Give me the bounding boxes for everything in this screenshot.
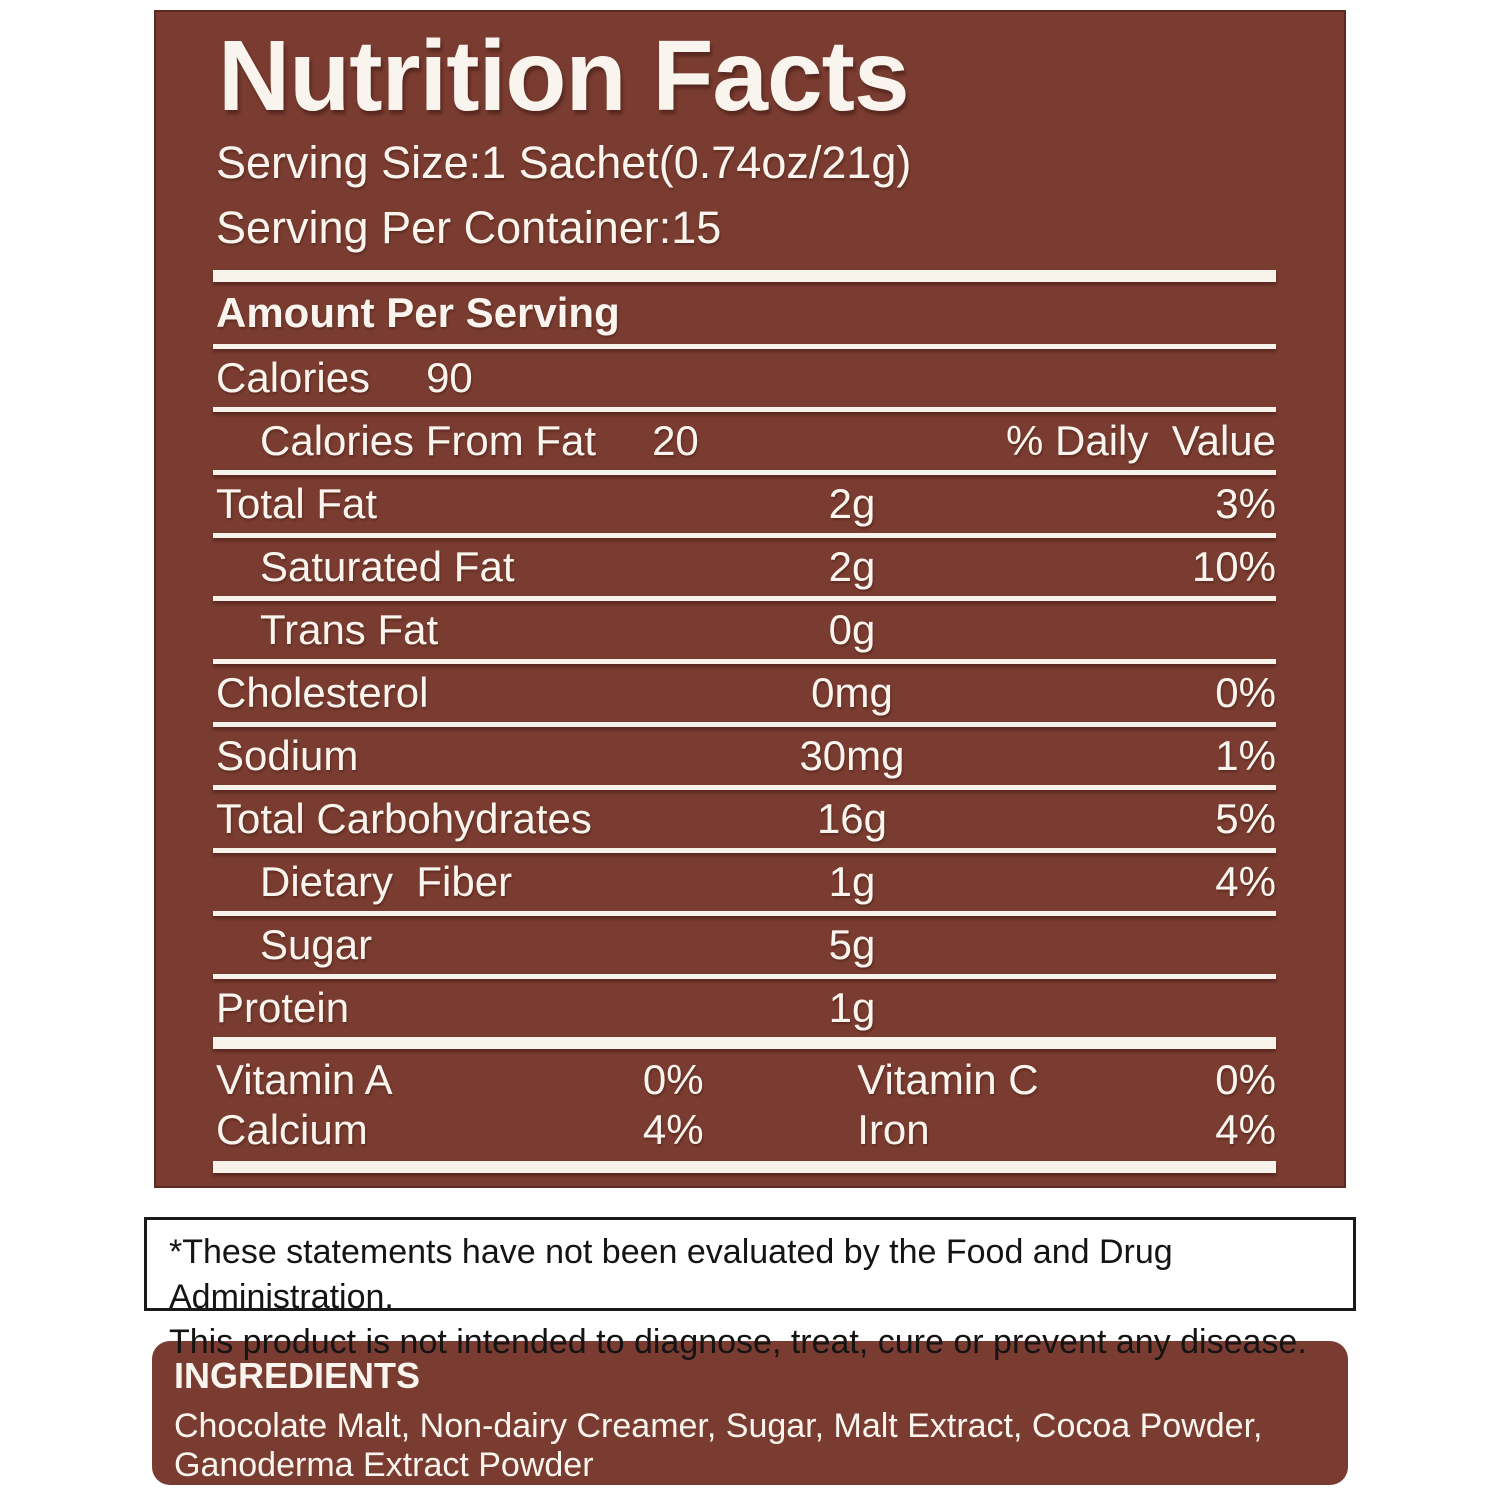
nutrition-facts-panel: Nutrition Facts Serving Size:1 Sachet(0.… — [154, 10, 1346, 1188]
nutrient-dv: 5% — [1215, 795, 1276, 843]
separator-thin — [213, 470, 1276, 476]
separator-thin — [213, 974, 1276, 980]
nutrient-label: Total Fat — [216, 480, 378, 528]
calories-from-fat-label: Calories From Fat — [260, 417, 597, 465]
nutrient-label: Dietary Fiber — [260, 858, 513, 906]
separator-thin — [213, 722, 1276, 728]
table-row-saturated-fat: Saturated Fat 2g 10% — [156, 538, 1344, 596]
micronutrient-label: Vitamin C — [857, 1056, 1039, 1104]
separator-thick — [213, 1161, 1276, 1174]
nutrient-dv: 0% — [1215, 669, 1276, 717]
calories-row: Calories 90 — [156, 349, 1344, 407]
separator-thin — [213, 659, 1276, 665]
nutrient-amount: 5g — [828, 921, 876, 969]
daily-value-header: % Daily Value — [1005, 417, 1276, 465]
separator-thin — [213, 596, 1276, 602]
nutrient-dv: 1% — [1215, 732, 1276, 780]
nutrient-amount: 30mg — [799, 732, 905, 780]
serving-per-container-text: Serving Per Container:15 — [216, 202, 722, 254]
separator-thick — [213, 1037, 1276, 1050]
calories-from-fat-row: Calories From Fat 20 % Daily Value — [156, 412, 1344, 470]
separator-thin — [213, 848, 1276, 854]
ingredients-list: Chocolate Malt, Non-dairy Creamer, Sugar… — [174, 1407, 1263, 1484]
calories-from-fat-value: 20 — [652, 417, 699, 465]
table-row-protein: Protein 1g — [156, 979, 1344, 1037]
amount-per-serving-label: Amount Per Serving — [216, 289, 620, 337]
table-row-total-fat: Total Fat 2g 3% — [156, 475, 1344, 533]
nutrient-amount: 0g — [828, 606, 876, 654]
table-row-cholesterol: Cholesterol 0mg 0% — [156, 664, 1344, 722]
nutrient-amount: 1g — [828, 984, 876, 1032]
nutrient-label: Sugar — [260, 921, 373, 969]
disclaimer-line-2: This product is not intended to diagnose… — [169, 1323, 1307, 1362]
micronutrient-label: Calcium — [216, 1106, 368, 1154]
table-row-sodium: Sodium 30mg 1% — [156, 727, 1344, 785]
nutrient-label: Total Carbohydrates — [216, 795, 592, 843]
calories-value: 90 — [426, 354, 473, 402]
ingredients-box: INGREDIENTS Chocolate Malt, Non-dairy Cr… — [152, 1341, 1348, 1485]
nutrient-dv: 10% — [1191, 543, 1276, 591]
amount-per-serving-row: Amount Per Serving — [156, 282, 1344, 344]
daily-value-footnote: **Daily Value Not Established** — [156, 1173, 1344, 1186]
nutrient-amount: 1g — [828, 858, 876, 906]
ingredients-heading: INGREDIENTS — [174, 1355, 421, 1396]
separator-thin — [213, 533, 1276, 539]
micronutrients-block: Vitamin A 0% Vitamin C 0% Calcium 4% Iro… — [156, 1049, 1344, 1161]
separator-thick — [213, 270, 1276, 283]
calories-label: Calories — [216, 354, 371, 402]
nutrient-amount: 16g — [816, 795, 888, 843]
micronutrient-label: Iron — [857, 1106, 930, 1154]
table-row-trans-fat: Trans Fat 0g — [156, 601, 1344, 659]
nutrient-amount: 2g — [828, 480, 876, 528]
serving-size-text: Serving Size:1 Sachet(0.74oz/21g) — [216, 137, 912, 188]
nutrient-dv: 4% — [1215, 858, 1276, 906]
separator-thin — [213, 344, 1276, 350]
nutrient-label: Protein — [216, 984, 350, 1032]
micronutrient-value: 4% — [1215, 1106, 1276, 1154]
micronutrient-value: 0% — [642, 1056, 704, 1104]
separator-thin — [213, 785, 1276, 791]
micronutrient-value: 4% — [642, 1106, 704, 1154]
separator-thin — [213, 407, 1276, 413]
nutrient-amount: 0mg — [811, 669, 893, 717]
disclaimer-line-1: *These statements have not been evaluate… — [169, 1233, 1173, 1317]
panel-title: Nutrition Facts — [218, 20, 910, 132]
separator-thin — [213, 911, 1276, 917]
nutrient-amount: 2g — [828, 543, 876, 591]
table-row-sugar: Sugar 5g — [156, 916, 1344, 974]
nutrient-label: Cholesterol — [216, 669, 429, 717]
table-row-vitamins: Vitamin A 0% Vitamin C 0% — [156, 1055, 1344, 1105]
micronutrient-value: 0% — [1215, 1056, 1276, 1104]
nutrient-label: Sodium — [216, 732, 359, 780]
fda-disclaimer-box: *These statements have not been evaluate… — [144, 1217, 1356, 1361]
nutrient-dv: 3% — [1215, 480, 1276, 528]
micronutrient-label: Vitamin A — [216, 1056, 393, 1104]
nutrient-label: Trans Fat — [260, 606, 439, 654]
table-row-minerals: Calcium 4% Iron 4% — [156, 1105, 1344, 1155]
nutrient-label: Saturated Fat — [260, 543, 515, 591]
table-row-total-carbohydrates: Total Carbohydrates 16g 5% — [156, 790, 1344, 848]
table-row-dietary-fiber: Dietary Fiber 1g 4% — [156, 853, 1344, 911]
